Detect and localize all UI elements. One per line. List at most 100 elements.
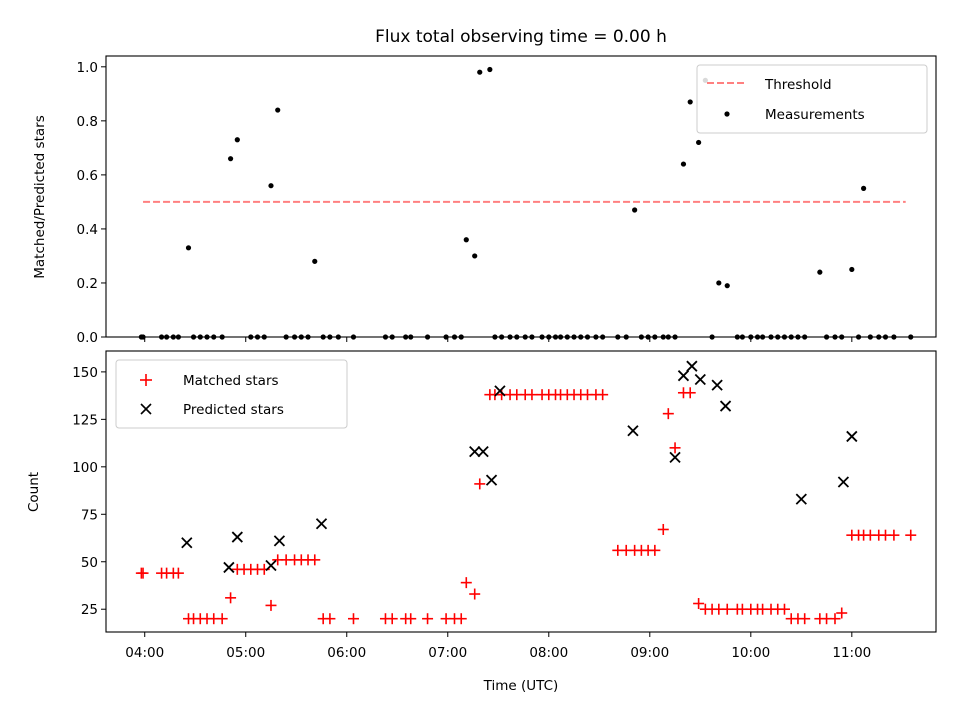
x-tick-label: 08:00 [529,645,568,661]
y-tick-label: 0.8 [77,114,98,130]
bottom-panel: 25 50 75 100 125 150 04:00 05:00 06:00 07:00 08:0… [26,350,937,694]
matched-star-marker [347,613,359,625]
measurement-point [227,156,234,162]
predicted-star-marker [223,561,235,574]
legend-predicted-label: Predicted stars [183,402,284,418]
matched-star-marker [172,567,184,579]
x-tick-label: 06:00 [327,645,366,661]
y-tick-label: 0.2 [77,276,98,292]
top-y-axis-label: Matched/Predicted stars [32,115,48,278]
predicted-star-marker [719,400,732,412]
chart-title: Flux total observing time = 0.00 h [375,27,667,47]
matched-star-marker [422,613,434,625]
y-tick-label: 50 [81,555,98,571]
measurement-point [849,266,855,273]
predicted-star-marker [837,476,850,488]
predicted-star-marker [686,360,698,372]
matched-star-marker [669,442,681,454]
matched-star-marker [778,603,790,615]
y-tick-label: 0.6 [77,168,98,184]
predicted-star-marker [231,531,243,543]
matched-star-marker [216,613,228,625]
legend-matched-label: Matched stars [183,373,279,389]
x-tick-label: 05:00 [226,645,265,661]
legend-measurements-swatch [724,111,730,117]
x-tick-label: 10:00 [731,645,770,661]
measurement-point [716,280,722,286]
y-tick-label: 0.4 [77,222,98,238]
y-tick-label: 125 [72,412,98,428]
bottom-legend-box [115,359,348,429]
matched-star-marker [460,577,472,589]
bottom-y-axis: 25 50 75 100 125 150 [72,365,106,618]
predicted-star-marker [469,445,481,458]
x-axis-label: Time (UTC) [483,678,559,694]
top-panel-frame [105,55,937,338]
measurement-point [234,137,240,143]
top-legend-box [696,64,928,134]
measurement-point [680,161,687,167]
measurement-point [696,139,702,146]
matched-star-marker [662,408,674,420]
predicted-star-marker [677,370,690,382]
matched-star-marker [888,529,900,541]
matched-star-marker [597,389,609,401]
matched-star-marker [649,544,661,556]
matched-star-marker [474,478,486,490]
matched-star-marker [829,613,841,625]
x-tick-label: 07:00 [428,645,467,661]
top-panel: 0.0 0.2 0.4 0.6 0.8 1.0 Matched/Predicted sta… [32,55,937,346]
measurement-point [861,185,867,191]
top-legend: Threshold Measurements [696,64,928,134]
measurement-point [632,207,638,213]
legend-predicted-swatch [140,403,152,415]
measurement-point [487,66,493,73]
x-tick-label: 11:00 [832,645,871,661]
matched-star-marker [721,603,733,615]
predicted-star-marker [694,373,706,386]
x-tick-label: 09:00 [630,645,669,661]
predicted-star-marker [669,451,681,463]
y-tick-label: 75 [81,507,98,523]
predicted-star-marker [627,425,639,437]
matched-star-marker [836,607,848,619]
top-panel-data [138,66,914,340]
matched-star-marker [799,613,811,625]
matched-star-marker [309,554,321,566]
measurement-point [472,253,478,259]
bottom-panel-data [135,360,917,625]
matched-star-marker [905,529,917,541]
predicted-star-marker [315,518,328,530]
bottom-legend: Matched stars Predicted stars [115,359,348,429]
top-x-axis [144,337,853,342]
measurement-point [724,283,730,289]
matched-star-marker [137,567,149,579]
bottom-panel-frame [105,350,937,633]
predicted-star-marker [181,537,193,549]
matched-star-marker [386,613,398,625]
y-tick-label: 150 [72,365,98,381]
predicted-star-marker [477,445,489,458]
measurement-point [463,237,469,243]
y-tick-label: 0.0 [77,330,98,346]
legend-threshold-label: Threshold [764,77,832,93]
measurement-point [275,107,281,113]
predicted-star-marker [273,535,286,547]
measurement-point [687,99,693,105]
measurement-point [817,269,823,275]
y-tick-label: 1.0 [77,60,98,76]
matched-star-marker [405,613,417,625]
measurement-point [312,258,318,264]
matched-star-marker [469,588,481,600]
predicted-star-marker [485,474,498,486]
matched-star-marker [684,387,696,399]
top-y-axis: 0.0 0.2 0.4 0.6 0.8 1.0 [77,60,106,346]
measurement-point [185,245,192,251]
predicted-star-marker [494,385,506,397]
predicted-star-marker [795,493,807,505]
matched-star-marker [455,613,467,625]
matched-star-marker [693,598,705,610]
y-tick-label: 25 [81,602,98,618]
matched-star-marker [225,592,237,604]
